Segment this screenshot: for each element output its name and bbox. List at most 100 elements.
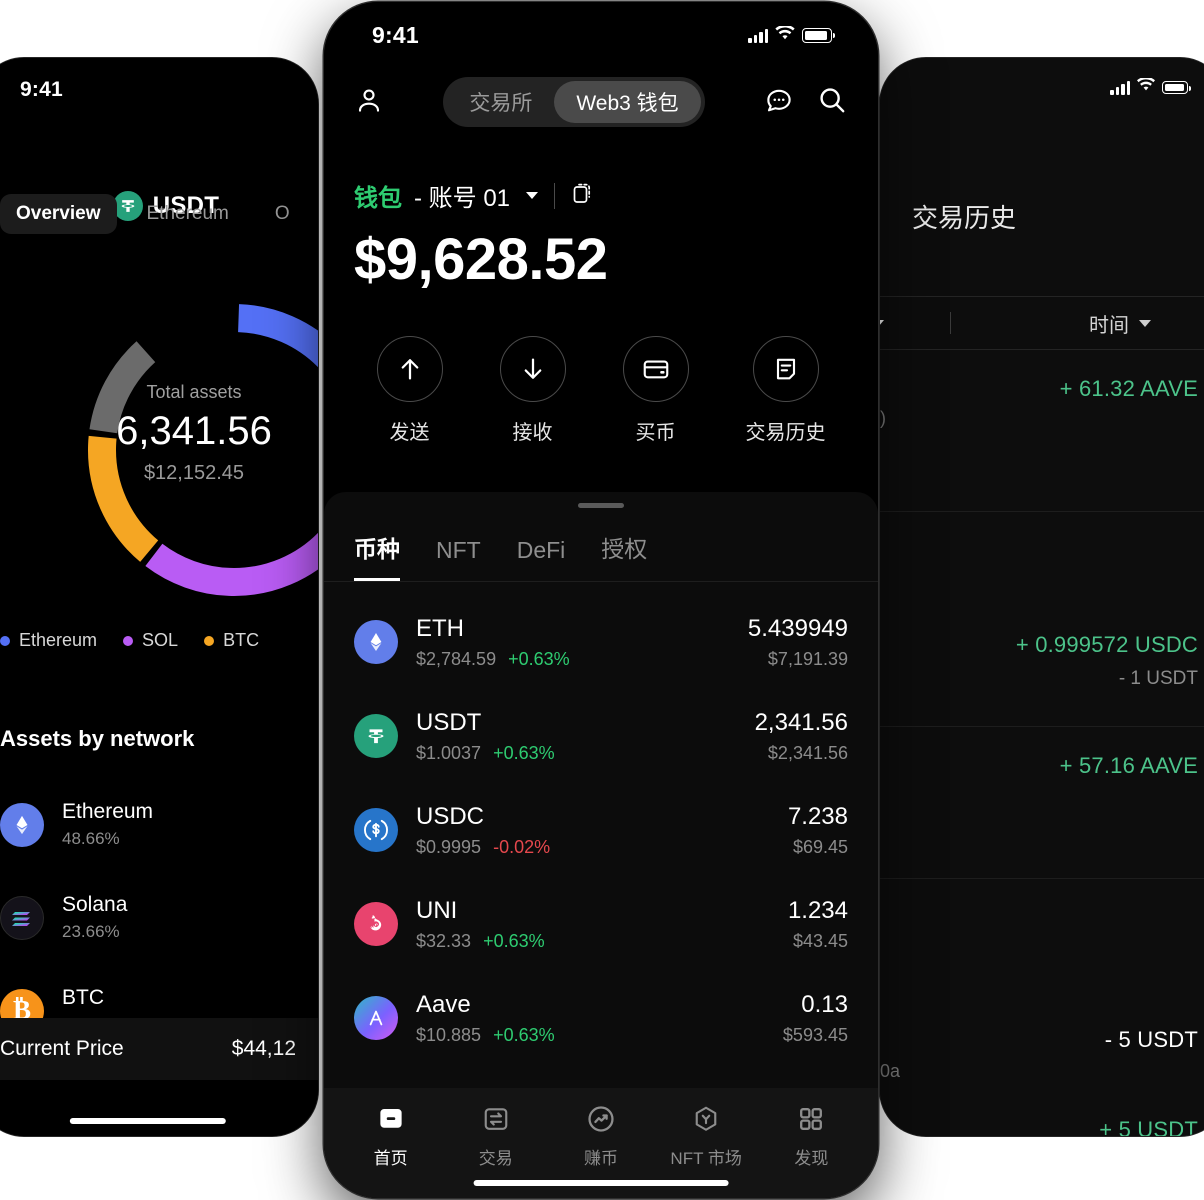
tab-discover[interactable]: 发现 bbox=[759, 1102, 864, 1169]
token-symbol: ETH bbox=[416, 614, 464, 642]
right-status-bar bbox=[880, 76, 1204, 97]
token-quantity: 5.439949 bbox=[747, 614, 848, 642]
copy-icon[interactable] bbox=[571, 180, 595, 211]
list-item[interactable]: UNI $32.33 +0.63% 1.234 $43.45 bbox=[324, 877, 878, 971]
table-row[interactable]: + 0.999572 USDC - 1 USDT bbox=[880, 512, 1204, 727]
wallet-divider bbox=[554, 182, 556, 209]
tab-tokens[interactable]: 币种 bbox=[354, 530, 400, 581]
earn-icon bbox=[584, 1102, 618, 1136]
token-info: USDT $1.0037 +0.63% bbox=[416, 709, 737, 764]
tab-trade[interactable]: 交易 bbox=[443, 1102, 548, 1169]
page-title: 交易历史 bbox=[912, 203, 1017, 233]
status-time: 9:41 bbox=[372, 22, 419, 48]
tab-ethereum[interactable]: Ethereum bbox=[146, 203, 229, 224]
chat-bubble-icon[interactable] bbox=[764, 85, 794, 120]
arrow-down-icon bbox=[499, 336, 566, 402]
token-price: $2,784.59 bbox=[416, 648, 497, 669]
token-meta: $2,784.59 +0.63% bbox=[416, 649, 730, 670]
table-row[interactable]: + 5 USDT ba86 bbox=[880, 1065, 1204, 1136]
phone-right-transaction-history: 交易历史 时间 + 61.32 AAVE ) + 0.999572 USDC -… bbox=[880, 58, 1204, 1136]
tab-overview[interactable]: Overview bbox=[0, 194, 117, 234]
token-value: $7,191.39 bbox=[767, 648, 848, 669]
top-actions bbox=[764, 84, 848, 121]
type-filter-caret-icon[interactable] bbox=[880, 320, 884, 326]
time-filter[interactable]: 时间 bbox=[1089, 309, 1151, 338]
network-text: Solana 23.66% bbox=[62, 893, 127, 942]
token-change: +0.63% bbox=[508, 648, 570, 669]
token-quantity: 1.234 bbox=[787, 896, 848, 924]
quick-action-send[interactable]: 发送 bbox=[376, 336, 443, 445]
token-value: $2,341.56 bbox=[767, 742, 848, 763]
network-row-ethereum[interactable]: Ethereum 48.66% bbox=[0, 778, 318, 871]
signal-icon bbox=[1110, 80, 1130, 95]
network-name: BTC bbox=[62, 986, 104, 1009]
token-symbol: USDT bbox=[416, 708, 482, 736]
center-screen: 9:41 交易所 Web3 钱包 bbox=[324, 2, 878, 1198]
legend-item-btc: BTC bbox=[204, 630, 259, 651]
token-holdings: 0.13 $593.45 bbox=[783, 991, 848, 1046]
network-row-solana[interactable]: Solana 23.66% bbox=[0, 871, 318, 964]
list-item[interactable]: Aave $10.885 +0.63% 0.13 $593.45 bbox=[324, 971, 878, 1065]
table-row[interactable]: + 57.16 AAVE bbox=[880, 727, 1204, 879]
quick-action-label: 发送 bbox=[389, 422, 430, 444]
quick-action-history[interactable]: 交易历史 bbox=[746, 336, 826, 445]
assets-sheet: 币种 NFT DeFi 授权 ETH $2,784.59 bbox=[324, 492, 878, 1198]
tab-approvals[interactable]: 授权 bbox=[601, 536, 648, 562]
tx-amount: + 61.32 AAVE bbox=[1059, 376, 1198, 401]
token-meta: $1.0037 +0.63% bbox=[416, 743, 737, 764]
token-change: +0.63% bbox=[483, 930, 545, 951]
tx-amount: - 5 USDT bbox=[1104, 1027, 1198, 1052]
segment-web3-wallet[interactable]: Web3 钱包 bbox=[554, 81, 701, 123]
tx-hash: 0a bbox=[880, 1061, 901, 1081]
tab-home[interactable]: 首页 bbox=[338, 1102, 443, 1169]
table-row[interactable]: + 61.32 AAVE ) bbox=[880, 350, 1204, 512]
token-symbol: USDC bbox=[416, 802, 485, 830]
network-pct: 48.66% bbox=[62, 829, 120, 848]
person-icon[interactable] bbox=[354, 85, 384, 120]
list-item[interactable]: ETH $2,784.59 +0.63% 5.439949 $7,191.39 bbox=[324, 595, 878, 689]
tab-earn[interactable]: 赚币 bbox=[548, 1102, 653, 1169]
table-row[interactable]: - 5 USDT 0a bbox=[880, 879, 1204, 1081]
swap-icon bbox=[479, 1102, 513, 1136]
current-price-value: $44,12 bbox=[231, 1037, 296, 1060]
assets-by-network-title: Assets by network bbox=[0, 726, 195, 751]
token-symbol: Aave bbox=[416, 990, 471, 1018]
usdc-icon bbox=[354, 808, 398, 852]
list-item[interactable]: USDC $0.9995 -0.02% 7.238 $69.45 bbox=[324, 783, 878, 877]
status-icons bbox=[748, 24, 835, 46]
discover-icon bbox=[794, 1102, 828, 1136]
sheet-drag-handle[interactable] bbox=[578, 503, 624, 508]
donut-legend: Ethereum SOL BTC bbox=[0, 630, 318, 651]
tab-nft-market[interactable]: NFT 市场 bbox=[654, 1102, 759, 1169]
token-meta: $10.885 +0.63% bbox=[416, 1025, 765, 1046]
donut-slice-ethereum bbox=[88, 304, 318, 596]
tab-defi[interactable]: DeFi bbox=[516, 537, 566, 563]
tab-other[interactable]: O bbox=[274, 203, 290, 224]
center-status-bar: 9:41 bbox=[324, 22, 878, 49]
wifi-icon bbox=[775, 24, 795, 46]
token-list: ETH $2,784.59 +0.63% 5.439949 $7,191.39 bbox=[324, 595, 878, 1088]
token-change: -0.02% bbox=[493, 836, 551, 857]
quick-action-buy[interactable]: 买币 bbox=[622, 336, 689, 445]
home-icon bbox=[374, 1102, 408, 1136]
tab-nft[interactable]: NFT bbox=[436, 537, 481, 563]
quick-action-label: 接收 bbox=[512, 422, 553, 444]
wallet-selector[interactable]: 钱包 - 账号 01 bbox=[354, 178, 595, 213]
document-list-icon bbox=[752, 336, 819, 402]
segment-exchange[interactable]: 交易所 bbox=[469, 92, 533, 115]
filter-divider bbox=[950, 312, 951, 334]
legend-item-ethereum: Ethereum bbox=[0, 630, 97, 651]
left-screen: 9:41 ‹ USDT Overview Ethereum O bbox=[0, 58, 318, 1136]
donut-center-label: Total assets 6,341.56 $12,152.45 bbox=[0, 382, 318, 485]
tx-subamount: - 1 USDT bbox=[1118, 668, 1198, 689]
quick-action-label: 买币 bbox=[635, 422, 676, 444]
wallet-name: 钱包 bbox=[354, 185, 402, 212]
token-info: ETH $2,784.59 +0.63% bbox=[416, 615, 730, 670]
search-icon[interactable] bbox=[816, 84, 848, 121]
list-item[interactable]: USDT $1.0037 +0.63% 2,341.56 $2,341.56 bbox=[324, 689, 878, 783]
legend-label-sol: SOL bbox=[142, 630, 179, 650]
tab-label: 发现 bbox=[794, 1149, 829, 1168]
quick-action-receive[interactable]: 接收 bbox=[499, 336, 566, 445]
token-holdings: 1.234 $43.45 bbox=[788, 897, 848, 952]
